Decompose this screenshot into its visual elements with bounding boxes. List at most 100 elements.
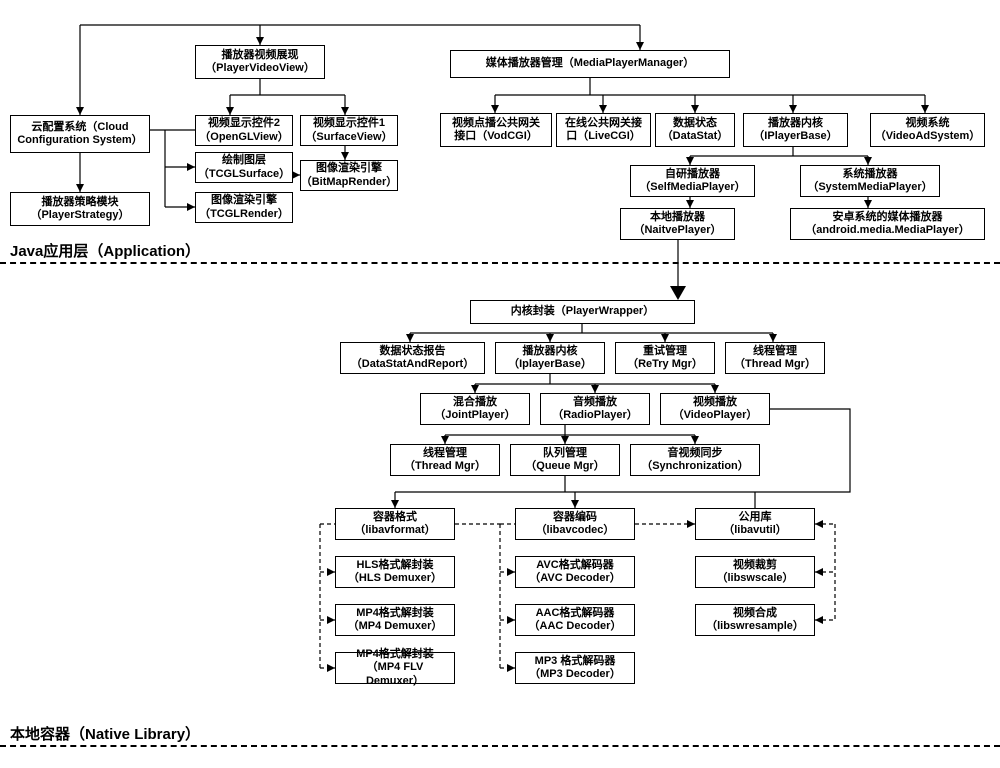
label: （Thread Mgr） xyxy=(404,460,486,473)
label: 数据状态 xyxy=(673,117,717,130)
label: （TCGLRender） xyxy=(199,208,289,221)
node-iplayerbase2: 播放器内核 （IplayerBase） xyxy=(495,342,605,374)
label: （IPlayerBase） xyxy=(753,130,837,143)
label: 播放器策略模块 xyxy=(42,196,119,209)
label: AVC格式解码器 xyxy=(536,559,613,572)
node-libswscale: 视频裁剪 （libswscale） xyxy=(695,556,815,588)
label: （libavformat） xyxy=(354,524,435,537)
label: 接口（VodCGI） xyxy=(454,130,538,143)
divider-2 xyxy=(0,745,1000,747)
label: 队列管理 xyxy=(543,447,587,460)
label: 图像渲染引擎 xyxy=(316,162,382,175)
node-queuemgr: 队列管理 （Queue Mgr） xyxy=(510,444,620,476)
node-radioplayer: 音频播放 （RadioPlayer） xyxy=(540,393,650,425)
label: （SurfaceView） xyxy=(305,131,392,144)
label: （ReTry Mgr） xyxy=(627,358,703,371)
node-tcglsurface: 绘制图层 （TCGLSurface） xyxy=(195,152,293,183)
label: （NaitvePlayer） xyxy=(633,224,721,237)
label: （android.media.MediaPlayer） xyxy=(805,224,969,237)
node-datastat: 数据状态 （DataStat） xyxy=(655,113,735,147)
label: 容器编码 xyxy=(553,511,597,524)
node-videoview: 播放器视频展现 （PlayerVideoView） xyxy=(195,45,325,79)
label: MP4格式解封装 xyxy=(356,607,434,620)
label: （BitMapRender） xyxy=(301,176,398,189)
label: （libswscale） xyxy=(716,572,793,585)
label: （Thread Mgr） xyxy=(734,358,816,371)
label: （libavutil） xyxy=(723,524,787,537)
label: 数据状态报告 xyxy=(380,345,446,358)
label: （MP4 Demuxer） xyxy=(348,620,443,633)
node-avcdec: AVC格式解码器 （AVC Decoder） xyxy=(515,556,635,588)
label: 混合播放 xyxy=(453,396,497,409)
label: 容器格式 xyxy=(373,511,417,524)
label: （PlayerStrategy） xyxy=(30,209,129,222)
java-layer-label: Java应用层（Application） xyxy=(10,240,200,261)
node-datastatrpt: 数据状态报告 （DataStatAndReport） xyxy=(340,342,485,374)
label: 视频显示控件2 xyxy=(208,117,280,130)
node-mp4demux: MP4格式解封装 （MP4 Demuxer） xyxy=(335,604,455,636)
label: （AAC Decoder） xyxy=(529,620,622,633)
node-vodcgi: 视频点播公共网关 接口（VodCGI） xyxy=(440,113,552,147)
node-threadmgr2: 线程管理 （Thread Mgr） xyxy=(390,444,500,476)
node-libswresample: 视频合成 （libswresample） xyxy=(695,604,815,636)
node-sync: 音视频同步 （Synchronization） xyxy=(630,444,760,476)
label: （MP3 Decoder） xyxy=(529,668,621,681)
node-aacdec: AAC格式解码器 （AAC Decoder） xyxy=(515,604,635,636)
label: 视频裁剪 xyxy=(733,559,777,572)
node-retry: 重试管理 （ReTry Mgr） xyxy=(615,342,715,374)
node-selfplayer: 自研播放器 （SelfMediaPlayer） xyxy=(630,165,755,197)
label: 内核封装（PlayerWrapper） xyxy=(511,305,654,318)
label: 音视频同步 xyxy=(668,447,723,460)
label: 本地播放器 xyxy=(650,211,705,224)
label: （Queue Mgr） xyxy=(525,460,604,473)
node-bitmaprender: 图像渲染引擎 （BitMapRender） xyxy=(300,160,398,191)
label: （VideoAdSystem） xyxy=(875,130,981,143)
label: （HLS Demuxer） xyxy=(348,572,442,585)
label: （RadioPlayer） xyxy=(552,409,638,422)
node-mpm: 媒体播放器管理（MediaPlayerManager） xyxy=(450,50,730,78)
node-strategy: 播放器策略模块 （PlayerStrategy） xyxy=(10,192,150,226)
label: 公用库 xyxy=(739,511,772,524)
label: AAC格式解码器 xyxy=(536,607,615,620)
node-wrapper: 内核封装（PlayerWrapper） xyxy=(470,300,695,324)
label: 线程管理 xyxy=(753,345,797,358)
label: 图像渲染引擎 xyxy=(211,194,277,207)
label: 音频播放 xyxy=(573,396,617,409)
node-videoad: 视频系统 （VideoAdSystem） xyxy=(870,113,985,147)
label: （DataStatAndReport） xyxy=(351,358,474,371)
label: 安卓系统的媒体播放器 xyxy=(833,211,943,224)
label: （AVC Decoder） xyxy=(529,572,620,585)
label: 线程管理 xyxy=(423,447,467,460)
label: 绘制图层 xyxy=(222,154,266,167)
label: （Synchronization） xyxy=(641,460,749,473)
node-libavformat: 容器格式 （libavformat） xyxy=(335,508,455,540)
label: （SystemMediaPlayer） xyxy=(807,181,932,194)
node-flvdemux: MP4格式解封装 （MP4 FLV Demuxer） xyxy=(335,652,455,684)
label: （DataStat） xyxy=(662,130,729,143)
label: （SelfMediaPlayer） xyxy=(639,181,745,194)
node-iplayerbase: 播放器内核 （IPlayerBase） xyxy=(743,113,848,147)
label: 自研播放器 xyxy=(665,168,720,181)
native-layer-label: 本地容器（Native Library） xyxy=(10,723,200,744)
label: （VideoPlayer） xyxy=(673,409,758,422)
label: （OpenGLView） xyxy=(199,131,288,144)
node-surfaceview: 视频显示控件1 （SurfaceView） xyxy=(300,115,398,146)
label: 视频点播公共网关 xyxy=(452,117,540,130)
node-openglview: 视频显示控件2 （OpenGLView） xyxy=(195,115,293,146)
label: （libavcodec） xyxy=(536,524,615,537)
divider-1 xyxy=(0,262,1000,264)
node-hlsdemux: HLS格式解封装 （HLS Demuxer） xyxy=(335,556,455,588)
node-cloud: 云配置系统（Cloud Configuration System） xyxy=(10,115,150,153)
label: 媒体播放器管理（MediaPlayerManager） xyxy=(486,57,694,70)
label: 视频合成 xyxy=(733,607,777,620)
label: 视频系统 xyxy=(906,117,950,130)
label: 播放器内核 xyxy=(768,117,823,130)
node-videoplayer: 视频播放 （VideoPlayer） xyxy=(660,393,770,425)
label: 在线公共网关接 xyxy=(565,117,642,130)
label: （IplayerBase） xyxy=(508,358,592,371)
label: Configuration System） xyxy=(17,134,142,147)
node-systemplayer: 系统播放器 （SystemMediaPlayer） xyxy=(800,165,940,197)
node-jointplayer: 混合播放 （JointPlayer） xyxy=(420,393,530,425)
label: 视频播放 xyxy=(693,396,737,409)
node-mp3dec: MP3 格式解码器 （MP3 Decoder） xyxy=(515,652,635,684)
